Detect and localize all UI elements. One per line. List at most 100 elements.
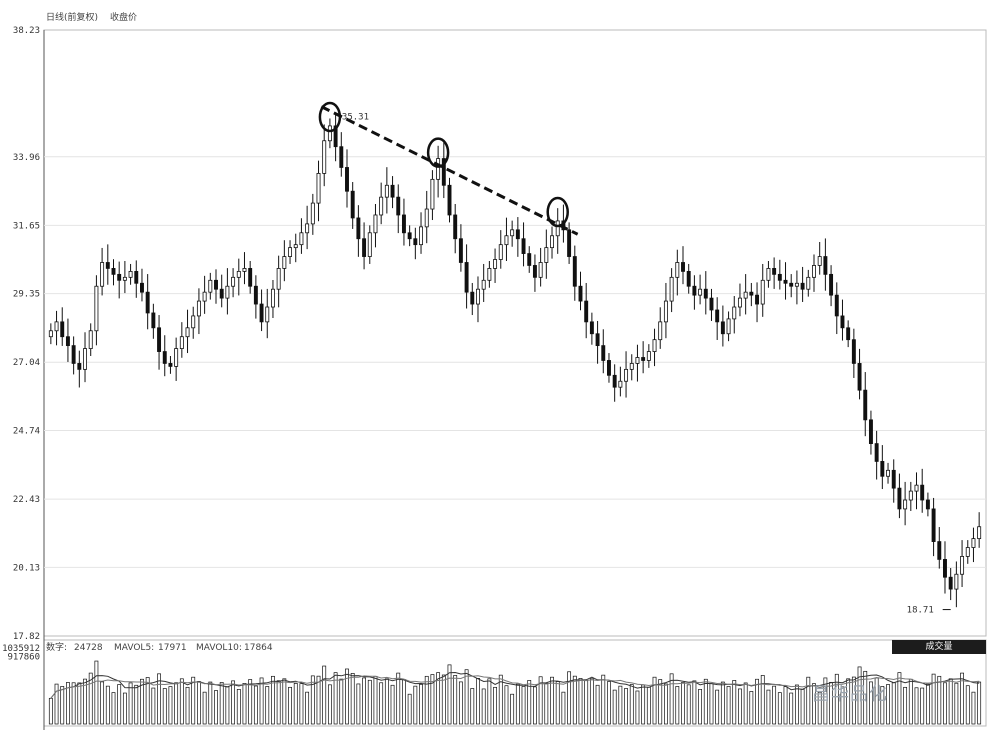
candle [521,222,526,267]
mavol10-value: 17864 [244,643,273,653]
candle [954,561,959,608]
candle [971,527,976,563]
price-tick-label: 31.65 [13,221,40,231]
candle [646,344,651,368]
volume-bar [162,688,167,725]
volume-bar [77,682,82,725]
volume-bar [179,678,184,725]
volume-bar [846,678,851,725]
volume-bar [214,690,218,725]
candle [737,283,742,317]
chart-indicator: 收盘价 [110,11,137,23]
price-tick-label: 29.35 [13,290,40,300]
candle [914,472,919,510]
volume-bar [658,679,663,725]
candle [185,309,190,354]
volume-bar [920,687,925,725]
volume-info-label: 数字: [46,641,67,653]
candle [128,263,133,285]
candle [846,320,851,348]
volume-bar [140,678,144,725]
candle [891,459,896,503]
candle [134,260,139,298]
candle [424,190,429,244]
candle [686,263,691,294]
volume-bar [128,682,133,725]
candle [168,356,173,374]
volume-bar [88,672,93,725]
volume-bar [686,684,691,725]
volume-bar [789,692,794,725]
candle [487,260,492,288]
candle [965,540,970,564]
volume-bar [618,685,623,725]
volume-bar [692,680,697,725]
price-tick-label: 17.82 [13,632,40,642]
volume-bar [880,686,885,725]
candle [299,218,304,254]
volume-bar [373,675,378,725]
volume-bar [601,674,606,725]
candle [629,354,634,381]
candle [868,410,873,455]
volume-bar [812,683,816,725]
candle [669,268,674,313]
volume-bar [282,678,287,725]
volume-bar [100,681,105,725]
candle [498,230,503,269]
candle [903,481,908,526]
volume-bar [857,666,862,725]
candle [356,205,361,257]
volume-bar [589,678,594,725]
volume-bar [441,674,446,725]
candle [720,305,725,347]
volume-bar [800,689,805,725]
candle [100,247,105,296]
candle [834,282,839,335]
volume-bar [197,681,201,725]
volume-bar [652,676,657,725]
candle [920,468,925,513]
volume-bar [71,682,76,725]
volume-bar [367,679,372,725]
volume-bar [384,678,389,725]
candle-series [48,114,982,608]
volume-bar [772,685,777,725]
volume-bar [948,678,953,725]
volume-bar [851,676,856,725]
volume-bar [550,676,554,725]
candle [874,430,879,480]
peak-circle [426,137,450,168]
volume-bar [419,684,423,725]
mavol5-value: 17971 [158,643,187,653]
volume-bar [817,691,822,725]
volume-bar [253,685,258,725]
volume-bar [937,675,942,725]
volume-bar [726,686,731,725]
candle [94,275,99,346]
candle [157,315,162,370]
candle [419,212,423,254]
candle [532,254,537,292]
candle [151,303,156,339]
watermark-text: 昌华品化 [812,684,888,705]
trendline [320,105,579,236]
volume-bar [458,681,463,725]
volume-bar [476,678,480,725]
candle [453,203,458,254]
candle [350,182,355,229]
candle [538,247,543,287]
min-price-label: 18.71 [907,606,934,616]
volume-bar [629,684,634,725]
volume-bar [111,692,116,725]
candle [715,297,720,340]
volume-bar [83,678,87,725]
volume-bar [305,691,310,725]
candle [555,208,560,254]
volume-bar [362,677,366,725]
candle [117,261,122,299]
candle [367,225,372,264]
candle [681,246,685,285]
